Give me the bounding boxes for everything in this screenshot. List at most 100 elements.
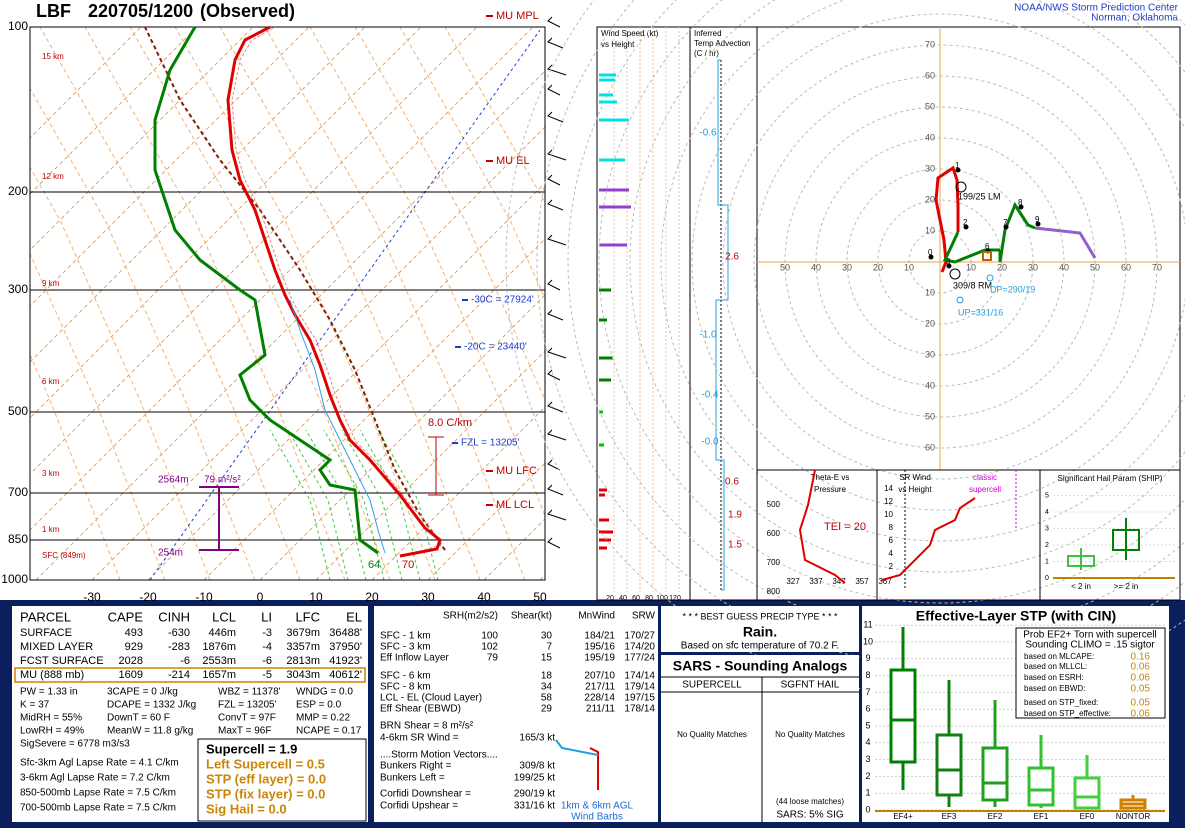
speed-tick: 20: [606, 595, 614, 602]
speed-bar: [599, 288, 611, 292]
pressure-label: 300: [8, 282, 28, 296]
parcel-header: LCL: [212, 609, 236, 624]
hodo-tick: 70: [925, 39, 935, 49]
theta-tick: 367: [878, 577, 892, 586]
hodo-height-dot: [946, 263, 952, 269]
prob-line: Prob EF2+ Torn with supercell: [1023, 630, 1157, 641]
speed-bar: [599, 318, 607, 322]
parcel-cell: MIXED LAYER: [20, 641, 93, 653]
hodo-tick: 10: [904, 262, 914, 272]
index: ConvT = 97F: [218, 713, 276, 724]
speed-bar: [599, 243, 627, 247]
hodo-tick: 40: [811, 262, 821, 272]
index: K = 37: [20, 700, 50, 711]
temp-label: 40: [477, 590, 491, 604]
hodo-height: 8: [1018, 198, 1023, 207]
kin-cell: 174/14: [624, 671, 655, 682]
motion-label: Corfidi Downshear =: [380, 789, 471, 800]
wind-speed-title: vs Height: [601, 40, 635, 49]
index: DCAPE = 1332 J/kg: [107, 700, 196, 711]
dewpoint-trace: [153, 26, 379, 555]
kin-label: SFC - 1 km: [380, 631, 431, 642]
parcel-header: EL: [346, 609, 362, 624]
based-label: based on MLLCL:: [1024, 662, 1087, 671]
sr-wind: 165/3 kt: [519, 733, 555, 744]
speed-bar: [599, 546, 607, 550]
advection-title: Temp Advection: [694, 39, 750, 48]
wind-barb: [547, 149, 567, 161]
parcel-cell: 446m: [208, 627, 236, 639]
isotherm: [30, 27, 142, 139]
bunkers-left: [955, 181, 967, 193]
stp-box-iqr: [981, 746, 1009, 802]
motion-label: Bunkers Left =: [380, 773, 445, 784]
srwind-note: supercell: [969, 485, 1001, 494]
hodo-tick: 40: [925, 380, 935, 390]
pressure-label: 100: [8, 19, 28, 33]
temp-label: 30: [421, 590, 435, 604]
parcel-header: CAPE: [108, 609, 144, 624]
speed-bar: [599, 188, 629, 192]
parcel-header: CINH: [158, 609, 190, 624]
ship-cat: >= 2 in: [1114, 582, 1138, 591]
theta-tick: 347: [832, 577, 846, 586]
hodo-tick: 50: [925, 101, 935, 111]
temp-label: -20: [139, 590, 157, 604]
wind-barb: [547, 369, 561, 381]
level-label: MU EL: [496, 155, 530, 167]
stp-cat: EF1: [1034, 812, 1049, 821]
sars-title: SARS - Sounding Analogs: [673, 658, 848, 674]
composite: Supercell = 1.9: [206, 741, 297, 756]
sr-wind: 4-6km SR Wind =: [380, 733, 459, 744]
level-label: MU MPL: [496, 10, 539, 22]
speed-bar: [599, 93, 613, 97]
hodo-height: 7: [1003, 218, 1008, 227]
wind-barb: [547, 537, 561, 549]
speed-tick: 60: [632, 595, 640, 602]
isotherm: [30, 27, 534, 531]
stp-tick: 0: [865, 804, 870, 814]
speed-tick: 100: [656, 595, 668, 602]
wind-barb: [547, 84, 561, 96]
temp-label: 50: [533, 590, 547, 604]
speed-bar: [599, 73, 616, 77]
index: PW = 1.33 in: [20, 687, 78, 698]
hodo-height-dot: [1003, 224, 1009, 230]
wind-barb: [547, 174, 561, 186]
parcel-cell: 2028: [119, 655, 143, 667]
speed-bar: [599, 530, 613, 534]
kin-header: SRH(m2/s2): [443, 611, 498, 622]
pressure-label: 500: [8, 404, 28, 418]
kin-cell: 197/15: [624, 693, 655, 704]
prob-line: Sounding CLIMO = .15 sigtor: [1025, 640, 1155, 651]
kin-cell: 207/10: [584, 671, 615, 682]
kin-header: SRW: [632, 611, 656, 622]
kin-cell: 195/19: [584, 653, 615, 664]
temp-label: 20: [365, 590, 379, 604]
stp-tick: 10: [863, 636, 873, 646]
stp-box-iqr: [889, 668, 917, 764]
hodo-height-dot: [1035, 221, 1041, 227]
based-value: 0.16: [1131, 652, 1151, 663]
srwind-height: 10: [884, 510, 893, 519]
hodo-ring: [598, 0, 1185, 604]
kin-cell: 174/20: [624, 642, 655, 653]
parcel-header: LFC: [295, 609, 320, 624]
index: MMP = 0.22: [296, 713, 350, 724]
virtual-temp: [231, 26, 443, 556]
index: ESP = 0.0: [296, 700, 342, 711]
height-label: 1 km: [42, 525, 60, 534]
temp-label: 10: [309, 590, 323, 604]
precip-title: * * * BEST GUESS PRECIP TYPE * * *: [682, 611, 838, 621]
station: LBF: [36, 1, 71, 21]
motion-value: 331/16 kt: [514, 801, 555, 812]
srwind-height: 14: [884, 484, 893, 493]
parcel-cell: -3: [262, 627, 272, 639]
hodo-tick: 20: [873, 262, 883, 272]
hodo-height-dot: [955, 167, 961, 173]
advection-value: 2.6: [725, 252, 739, 263]
org: NOAA/NWS Storm Prediction Center: [1014, 3, 1179, 14]
isotherm: [30, 27, 254, 251]
parcel-cell: -630: [168, 627, 190, 639]
wind-barb: [547, 459, 561, 471]
